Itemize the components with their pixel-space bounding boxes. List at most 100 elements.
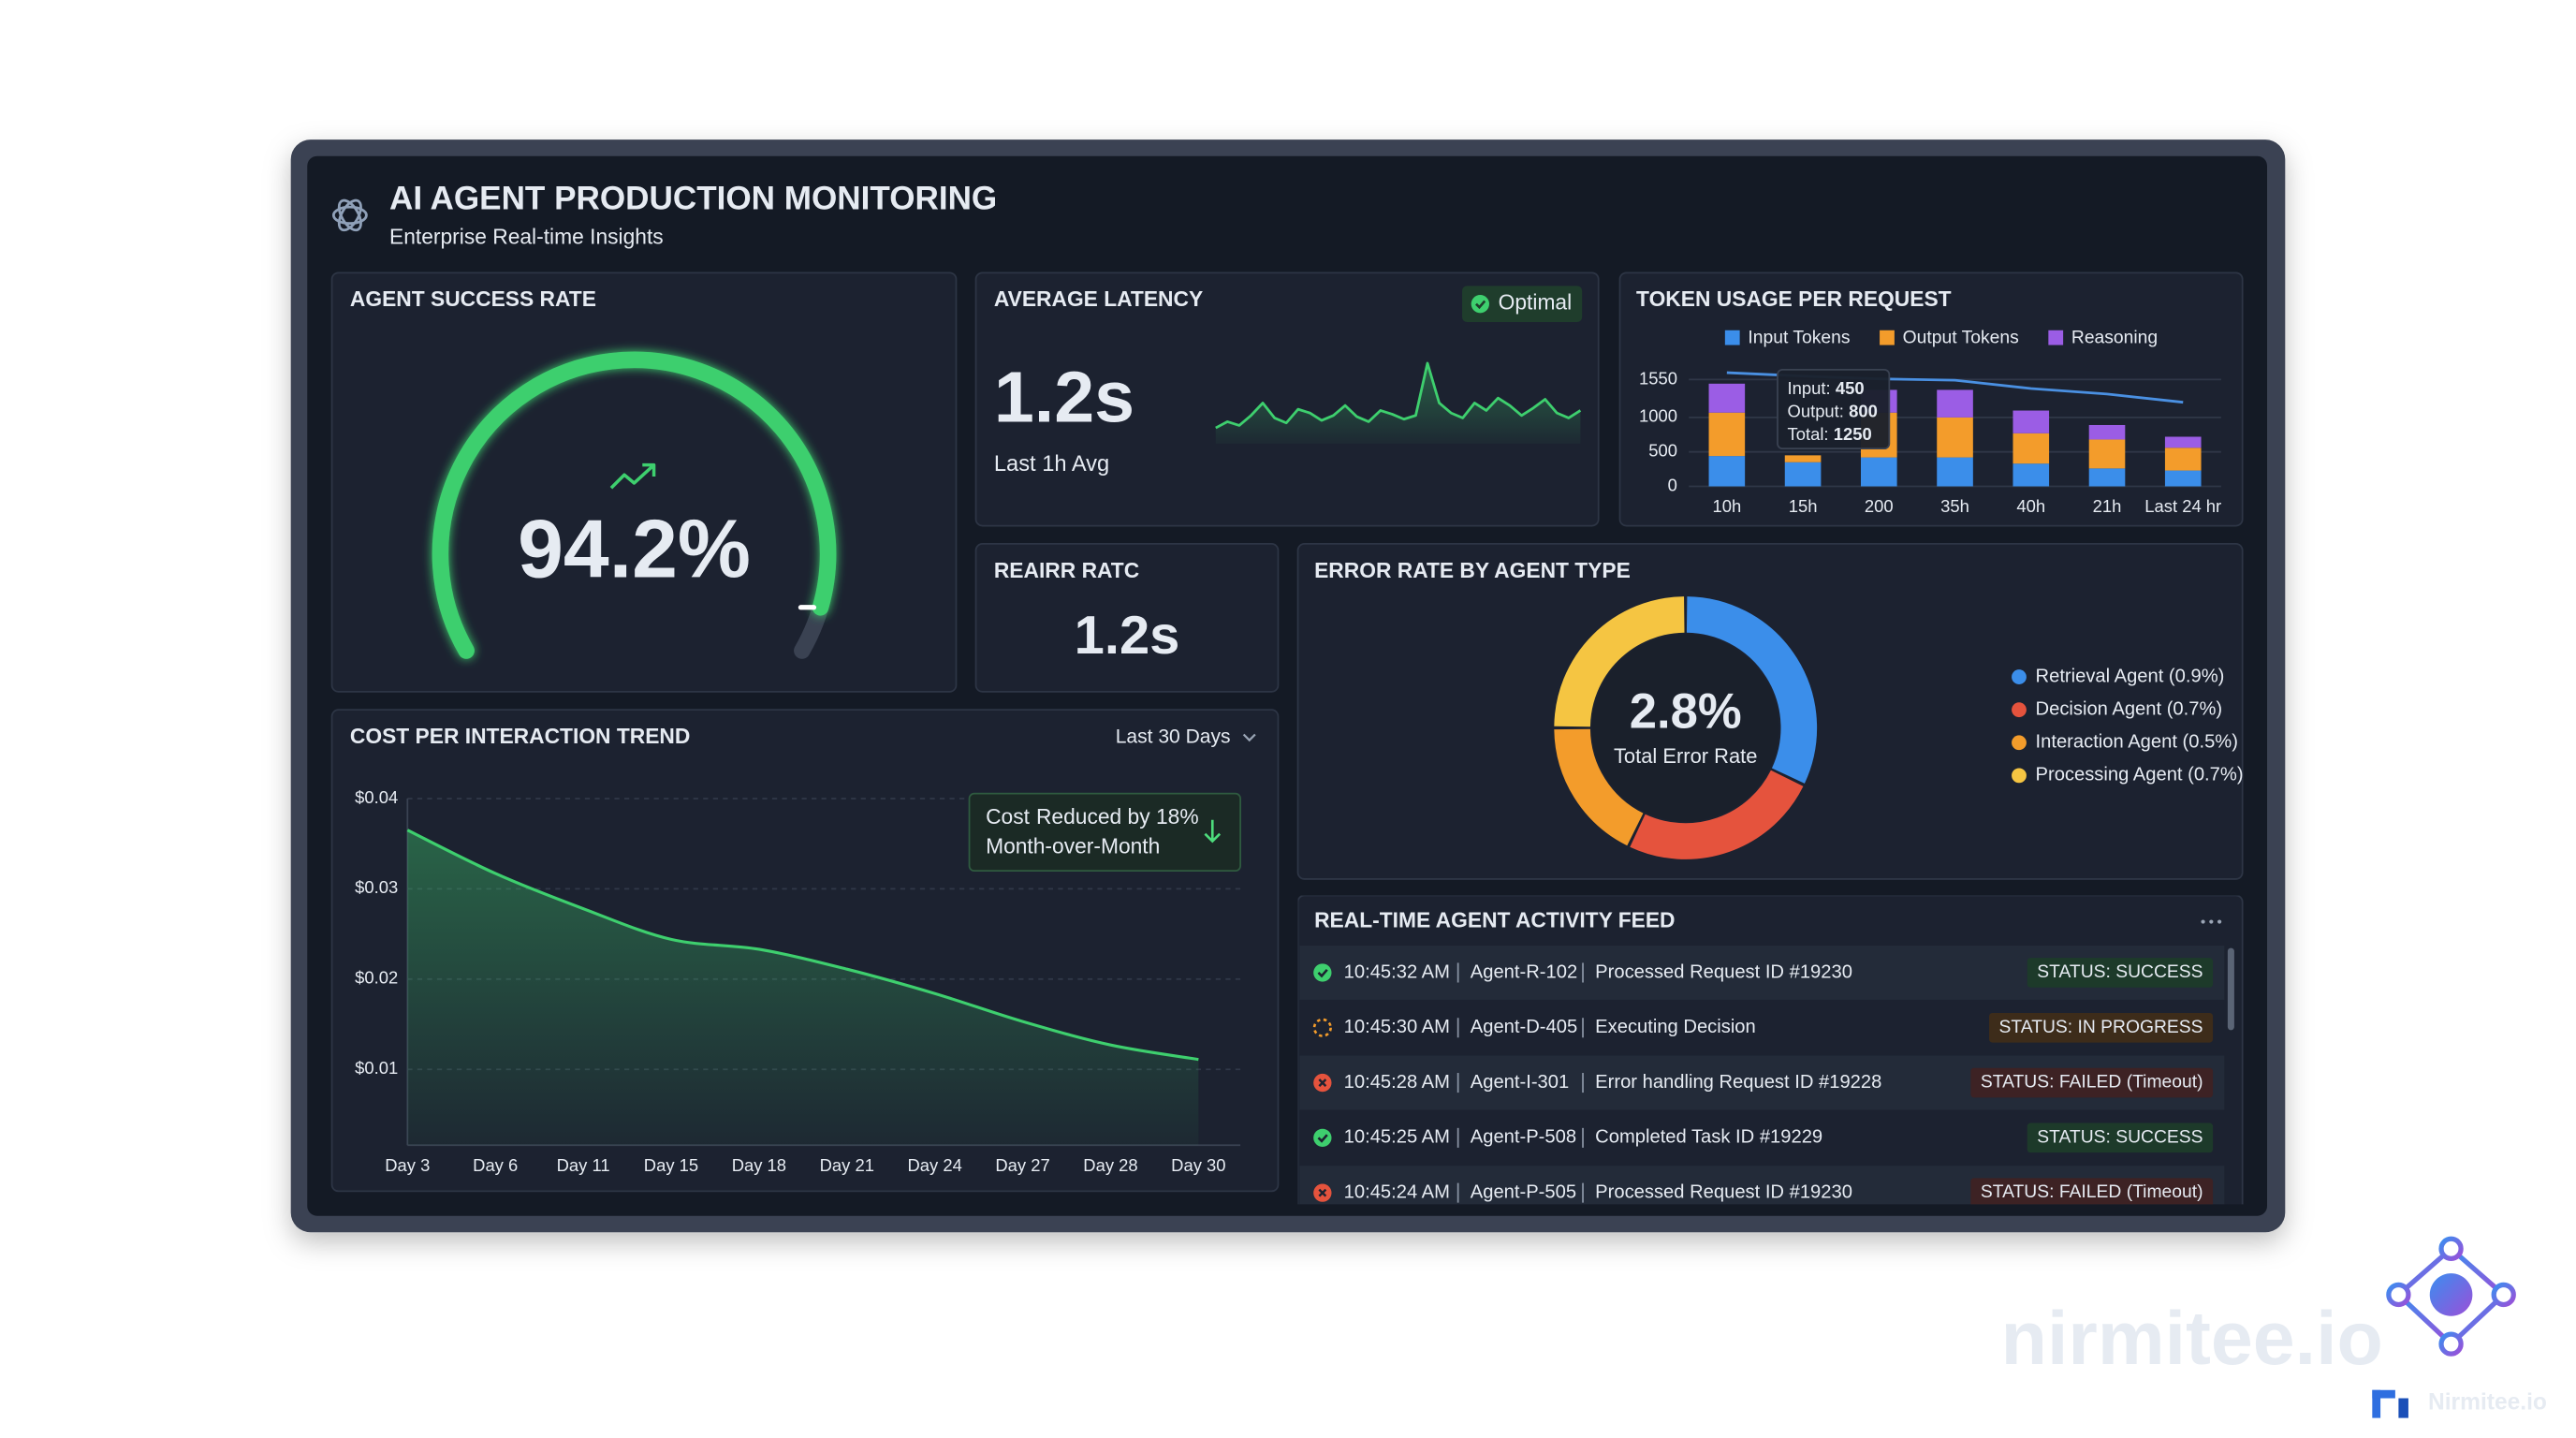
bar-segment bbox=[2164, 436, 2202, 448]
down-arrow-icon bbox=[1204, 819, 1222, 844]
x-tick-label: 200 bbox=[1865, 496, 1894, 516]
annotation-caption: Month-over-Month bbox=[986, 834, 1160, 858]
x-tick-label: 35h bbox=[1940, 496, 1969, 516]
y-tick-label: 1000 bbox=[1639, 406, 1677, 426]
bar-segment bbox=[2088, 424, 2126, 440]
bar-segment bbox=[1784, 455, 1822, 462]
legend-label: Interaction Agent (0.5%) bbox=[2036, 732, 2238, 753]
x-tick-label: 21h bbox=[2093, 496, 2122, 516]
small-logo-bar bbox=[2372, 1389, 2381, 1418]
legend-swatch bbox=[1724, 330, 1740, 345]
feed-time: 10:45:32 AM bbox=[1344, 961, 1450, 982]
panel-title: AGENT SUCCESS RATE bbox=[350, 286, 596, 311]
bar-segment bbox=[1708, 383, 1746, 413]
x-tick-label: Day 27 bbox=[995, 1155, 1049, 1175]
bar-segment bbox=[1861, 457, 1897, 487]
tooltip-label: Input: bbox=[1788, 378, 1831, 398]
bar-segment bbox=[2012, 410, 2050, 433]
brand-logo-node bbox=[2438, 1236, 2464, 1261]
status-badge bbox=[1989, 1012, 2214, 1043]
bar-segment bbox=[2088, 439, 2126, 469]
legend-label: Output Tokens bbox=[1903, 329, 2019, 348]
bar-segment bbox=[1708, 456, 1746, 487]
tooltip-label: Output: bbox=[1788, 401, 1844, 420]
small-logo-bar bbox=[2398, 1398, 2408, 1418]
feed-agent: Agent-R-102 bbox=[1471, 961, 1577, 982]
area-line bbox=[406, 829, 1199, 1062]
feed-time: 10:45:28 AM bbox=[1344, 1072, 1450, 1093]
activity-feed: REAL-TIME AGENT ACTIVITY FEED 10:45:32 AM… bbox=[1297, 895, 2244, 1205]
annotation-prefix: Cost bbox=[986, 804, 1031, 829]
gauge-value-label: 94.2% bbox=[518, 503, 751, 594]
more-menu-dot[interactable] bbox=[2217, 919, 2222, 924]
status-label: STATUS: SUCCESS bbox=[2037, 1127, 2203, 1147]
range-dropdown[interactable]: Last 30 Days bbox=[1116, 726, 1231, 748]
feed-message: Processed Request ID #19230 bbox=[1595, 961, 1852, 982]
x-tick-label: Day 15 bbox=[644, 1155, 698, 1175]
tooltip-value: 450 bbox=[1836, 378, 1865, 398]
sparkline-area bbox=[1215, 362, 1581, 444]
legend-label: Reasoning bbox=[2071, 329, 2158, 348]
dropdown-chevron[interactable] bbox=[1242, 733, 1256, 742]
status-icon-check bbox=[1317, 968, 1328, 978]
x-tick-label: Last 24 hr bbox=[2144, 496, 2221, 516]
feed-time: 10:45:24 AM bbox=[1344, 1181, 1450, 1202]
donut-segment bbox=[1554, 596, 1686, 727]
bar-segment bbox=[2012, 433, 2050, 464]
feed-message: Executing Decision bbox=[1595, 1017, 1756, 1037]
success-rate-panel bbox=[330, 271, 958, 693]
status-badge bbox=[1970, 1067, 2214, 1098]
latency-value: 1.2s bbox=[994, 357, 1134, 437]
bar-segment bbox=[2164, 470, 2202, 487]
status-label: STATUS: FAILED (Timeout) bbox=[1981, 1182, 2203, 1202]
annotation-box bbox=[968, 792, 1241, 873]
y-tick-label: 1550 bbox=[1639, 368, 1677, 388]
panel-title: TOKEN USAGE PER REQUEST bbox=[1636, 286, 1952, 311]
header-title: AI AGENT PRODUCTION MONITORING bbox=[389, 180, 997, 216]
tooltip bbox=[1777, 369, 1891, 449]
feed-agent: Agent-P-508 bbox=[1471, 1127, 1576, 1148]
legend-swatch bbox=[1880, 330, 1895, 345]
legend-dot bbox=[2012, 669, 2027, 684]
more-menu-dot[interactable] bbox=[2201, 919, 2205, 924]
bar-segment bbox=[2012, 463, 2050, 487]
status-label: STATUS: IN PROGRESS bbox=[1999, 1018, 2203, 1037]
more-menu-dot[interactable] bbox=[2209, 919, 2214, 924]
y-tick-label: $0.03 bbox=[355, 877, 398, 897]
repair-ratio-panel bbox=[974, 543, 1280, 693]
legend-dot bbox=[2012, 702, 2027, 718]
tooltip-value: 1250 bbox=[1834, 424, 1872, 444]
y-tick-label: $0.04 bbox=[355, 787, 398, 807]
trend-up-icon bbox=[609, 462, 656, 490]
badge-label: Optimal bbox=[1499, 290, 1573, 315]
x-tick-label: 40h bbox=[2016, 496, 2045, 516]
donut-center-caption: Total Error Rate bbox=[1614, 744, 1758, 768]
brand-wordmark: nirmitee.io bbox=[2001, 1297, 2383, 1381]
legend-label: Retrieval Agent (0.9%) bbox=[2036, 666, 2225, 686]
y-tick-label: 0 bbox=[1668, 475, 1677, 494]
header-subtitle: Enterprise Real-time Insights bbox=[389, 225, 664, 249]
brand-logo-node bbox=[2386, 1282, 2411, 1308]
status-badge bbox=[1462, 286, 1583, 322]
badge-icon bbox=[1471, 295, 1489, 314]
header-logo bbox=[331, 198, 368, 232]
x-tick-label: Day 30 bbox=[1171, 1155, 1225, 1175]
panel-title: AVERAGE LATENCY bbox=[994, 286, 1203, 311]
status-label: STATUS: FAILED (Timeout) bbox=[1981, 1073, 2203, 1093]
sparkline bbox=[1215, 361, 1582, 430]
legend-label: Processing Agent (0.7%) bbox=[2036, 765, 2244, 785]
panel-title: REAL-TIME AGENT ACTIVITY FEED bbox=[1314, 908, 1675, 932]
y-tick-label: 500 bbox=[1648, 441, 1677, 461]
bar-segment bbox=[2164, 448, 2202, 471]
feed-time: 10:45:25 AM bbox=[1344, 1127, 1450, 1148]
x-tick-label: Day 11 bbox=[557, 1155, 610, 1175]
feed-agent: Agent-I-301 bbox=[1471, 1072, 1569, 1093]
donut-segment bbox=[1554, 728, 1644, 846]
donut-center-value: 2.8% bbox=[1630, 683, 1742, 739]
feed-message: Error handling Request ID #19228 bbox=[1595, 1072, 1881, 1093]
annotation-highlight: Reduced by 18% bbox=[1036, 804, 1199, 829]
brand-small-wordmark: Nirmitee.io bbox=[2428, 1389, 2547, 1415]
donut-center bbox=[1591, 634, 1779, 822]
